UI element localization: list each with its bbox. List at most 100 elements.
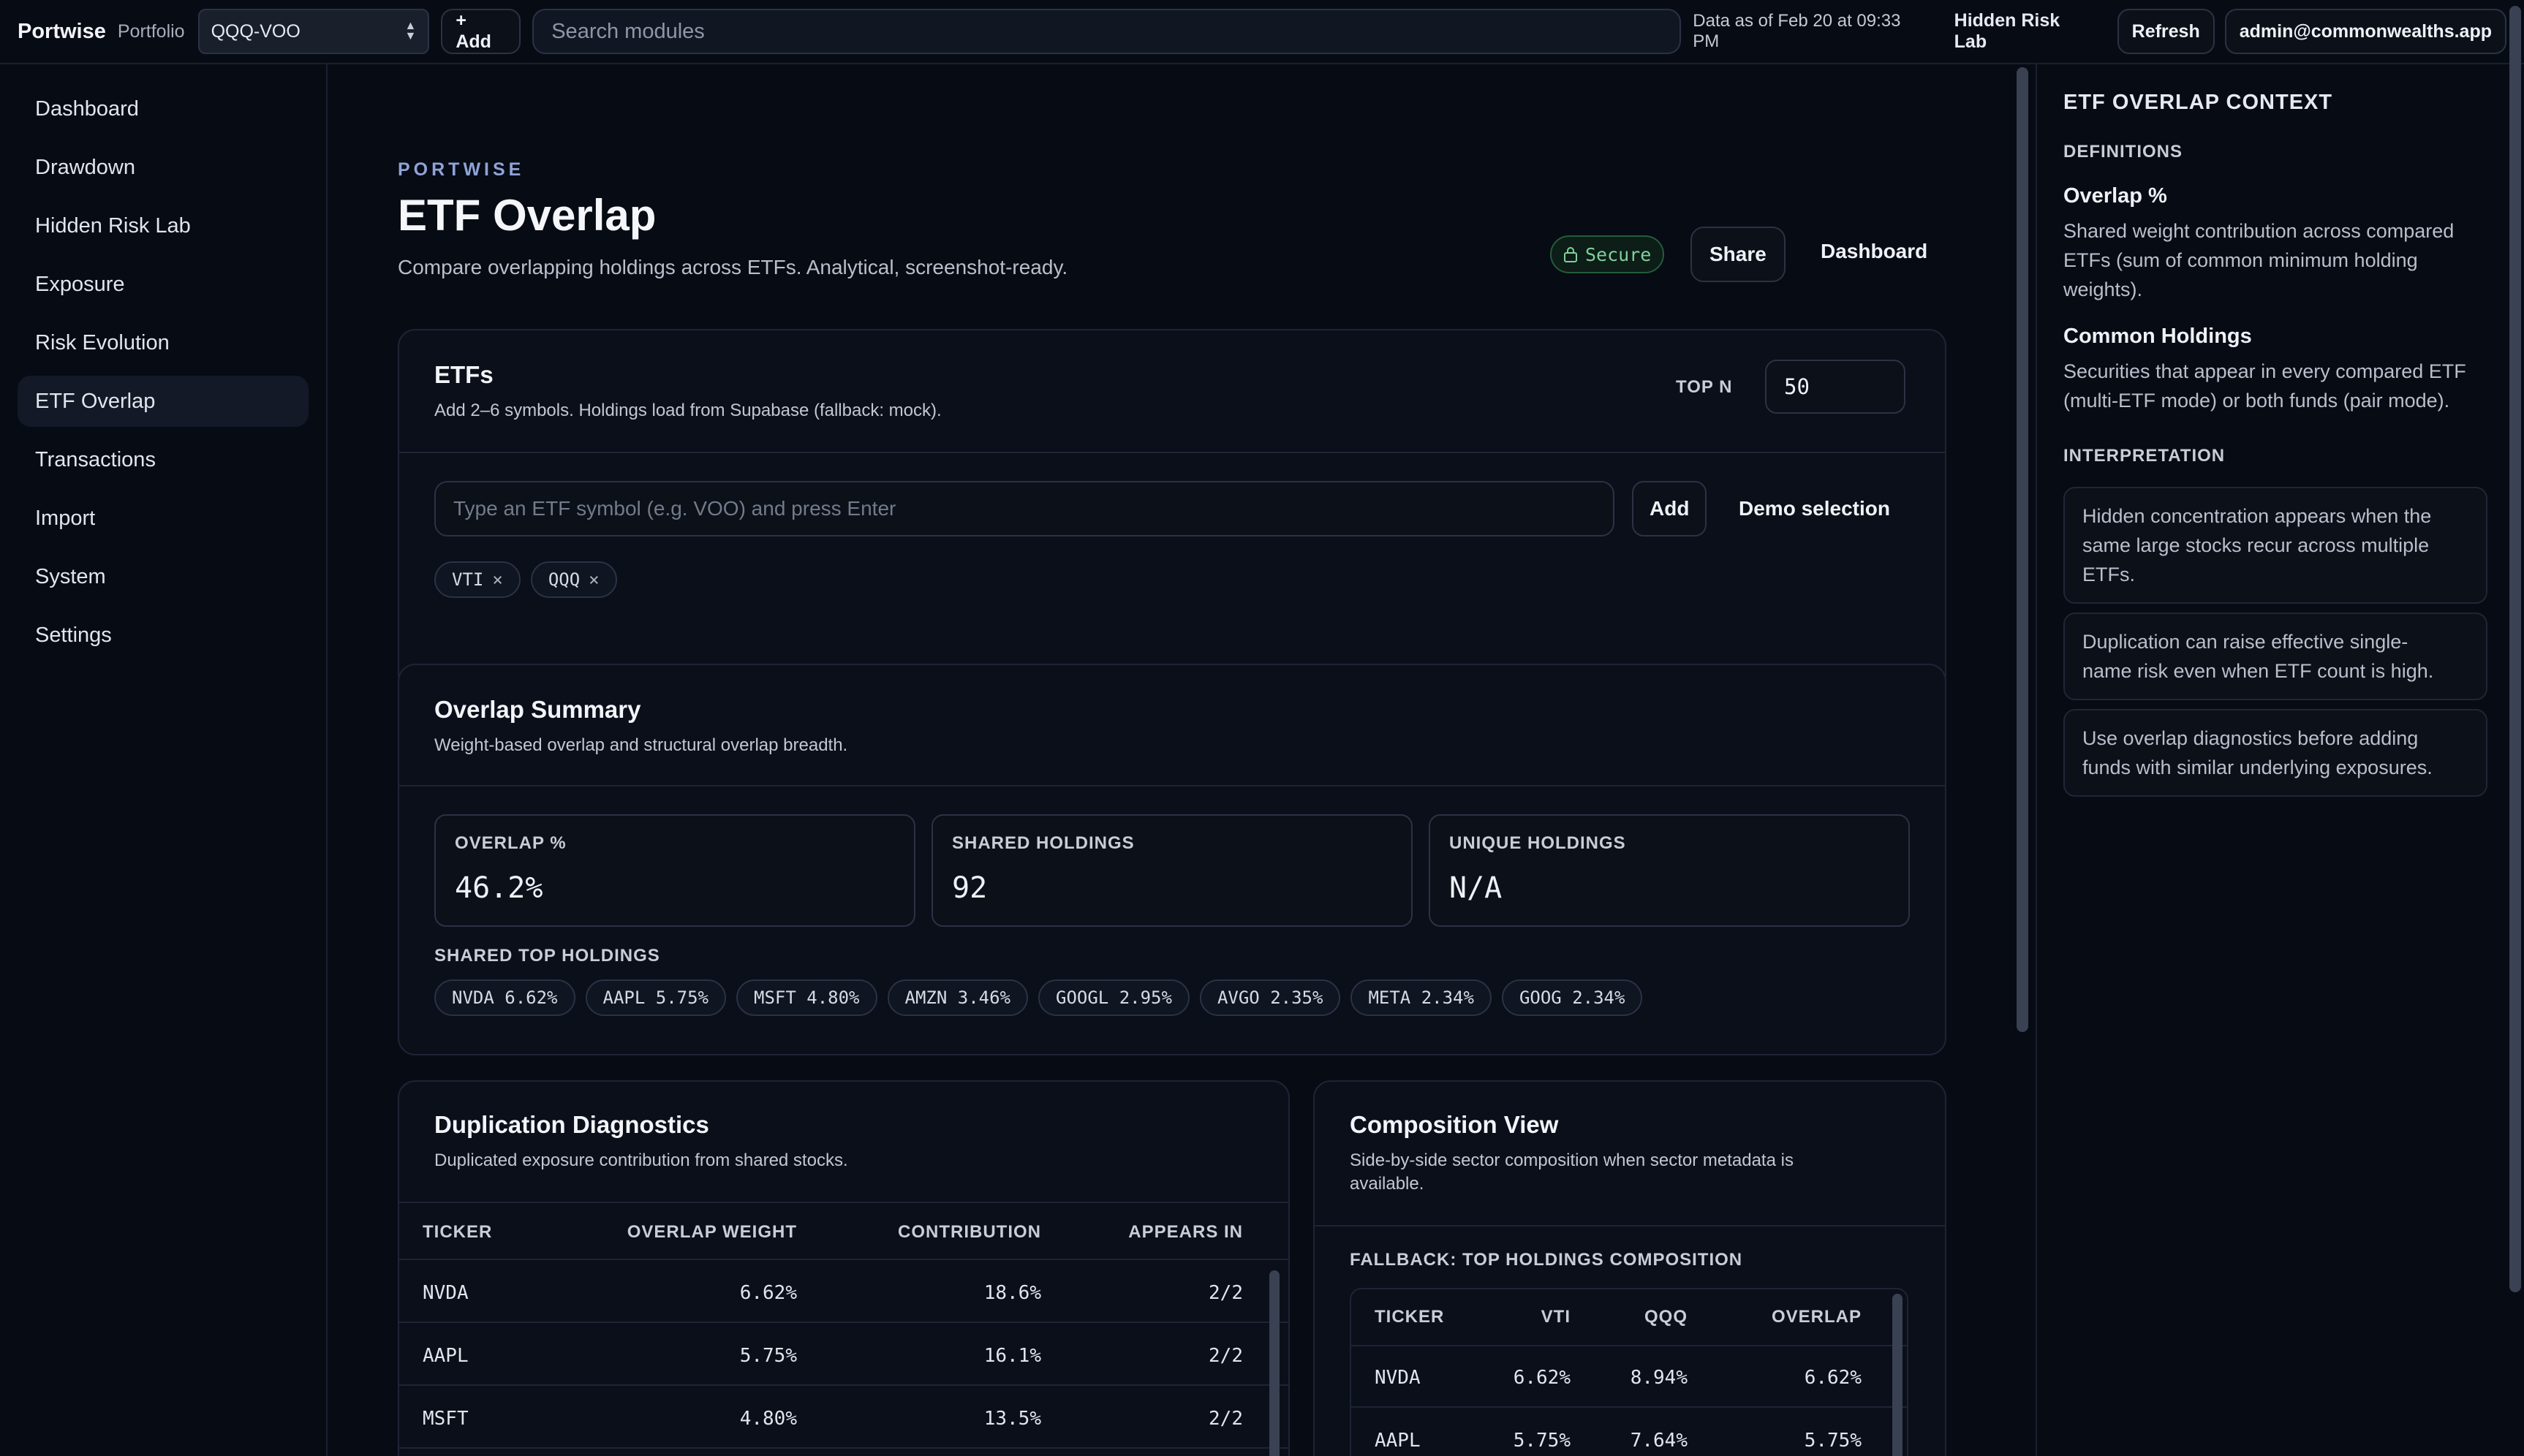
remove-chip-icon[interactable]: × xyxy=(492,569,503,590)
duplication-diagnostics-card: Duplication Diagnostics Duplicated expos… xyxy=(398,1080,1290,1456)
cell-weight: 6.62% xyxy=(739,1282,797,1304)
shared-top-holdings: NVDA 6.62% AAPL 5.75% MSFT 4.80% AMZN 3.… xyxy=(434,979,1652,1016)
metric-overlap-percent: OVERLAP % 46.2% xyxy=(434,814,915,927)
page-title: ETF Overlap xyxy=(398,191,657,240)
cell-qqq: 8.94% xyxy=(1630,1367,1688,1389)
cell-vti: 5.75% xyxy=(1513,1430,1571,1452)
note-line: funds with similar underlying exposures. xyxy=(2082,757,2433,778)
sidebar-item-etf-overlap[interactable]: ETF Overlap xyxy=(18,376,309,427)
metric-unique-holdings: UNIQUE HOLDINGS N/A xyxy=(1429,814,1910,927)
duplication-subtitle: Duplicated exposure contribution from sh… xyxy=(434,1150,848,1170)
overlap-term: Overlap % xyxy=(2063,184,2167,208)
page-description: Compare overlapping holdings across ETFs… xyxy=(398,256,1068,278)
add-portfolio-button[interactable]: + Add xyxy=(441,9,521,54)
sidebar-item-system[interactable]: System xyxy=(18,551,309,602)
cell-appears: 2/2 xyxy=(1209,1408,1243,1430)
sidebar-item-label: Dashboard xyxy=(35,96,139,121)
account-button[interactable]: admin@commonwealths.app xyxy=(2224,9,2506,54)
interpretation-note: Use overlap diagnostics before adding fu… xyxy=(2063,709,2487,797)
portfolio-select-value: QQQ-VOO xyxy=(211,20,301,42)
sidebar-item-risk-evolution[interactable]: Risk Evolution xyxy=(18,317,309,368)
composition-subtitle-line: available. xyxy=(1350,1174,1424,1194)
col-overlap-weight: OVERLAP WEIGHT xyxy=(627,1222,797,1242)
card-divider xyxy=(399,452,1945,453)
cell-appears: 2/2 xyxy=(1209,1282,1243,1304)
table-scrollbar[interactable] xyxy=(1269,1270,1280,1456)
main-scrollbar[interactable] xyxy=(2017,67,2028,1032)
overlap-summary-title: Overlap Summary xyxy=(434,696,641,723)
cell-qqq: 7.64% xyxy=(1630,1430,1688,1452)
remove-chip-icon[interactable]: × xyxy=(589,569,600,590)
cell-contribution: 13.5% xyxy=(983,1408,1041,1430)
context-panel: ETF OVERLAP CONTEXT DEFINITIONS Overlap … xyxy=(2036,64,2524,1456)
add-etf-button[interactable]: Add xyxy=(1632,481,1707,536)
row-divider xyxy=(399,1384,1288,1386)
card-divider xyxy=(399,1202,1288,1203)
composition-view-card: Composition View Side-by-side sector com… xyxy=(1313,1080,1946,1456)
top-n-input[interactable]: 50 xyxy=(1765,360,1905,414)
sidebar-item-import[interactable]: Import xyxy=(18,493,309,544)
cell-appears: 2/2 xyxy=(1209,1345,1243,1367)
cell-ticker: NVDA xyxy=(1375,1367,1421,1389)
window-scrollbar[interactable] xyxy=(2509,6,2521,1292)
sidebar-item-hidden-risk-lab[interactable]: Hidden Risk Lab xyxy=(18,200,309,251)
sidebar-item-settings[interactable]: Settings xyxy=(18,610,309,661)
interpretation-label: INTERPRETATION xyxy=(2063,446,2226,466)
share-button[interactable]: Share xyxy=(1690,227,1786,282)
hidden-risk-lab-link[interactable]: Hidden Risk Lab xyxy=(1954,10,2060,52)
refresh-button[interactable]: Refresh xyxy=(2117,9,2215,54)
demo-selection-button[interactable]: Demo selection xyxy=(1739,497,1890,520)
etf-chip-vti: VTI × xyxy=(434,561,521,598)
interpretation-note: Hidden concentration appears when the sa… xyxy=(2063,487,2487,604)
note-line: name risk even when ETF count is high. xyxy=(2082,660,2434,682)
composition-title: Composition View xyxy=(1350,1111,1559,1138)
sidebar-item-drawdown[interactable]: Drawdown xyxy=(18,142,309,193)
common-holdings-term: Common Holdings xyxy=(2063,325,2252,348)
sidebar-item-dashboard[interactable]: Dashboard xyxy=(18,83,309,134)
sidebar-item-label: Risk Evolution xyxy=(35,330,170,354)
overlap-summary-card: Overlap Summary Weight-based overlap and… xyxy=(398,664,1946,1055)
sidebar-item-label: Transactions xyxy=(35,447,156,471)
cell-weight: 4.80% xyxy=(739,1408,797,1430)
definitions-label: DEFINITIONS xyxy=(2063,142,2183,162)
col-overlap: OVERLAP xyxy=(1771,1307,1862,1327)
etfs-card-subtitle: Add 2–6 symbols. Holdings load from Supa… xyxy=(434,401,942,420)
sidebar-item-label: System xyxy=(35,564,106,588)
cell-overlap: 5.75% xyxy=(1804,1430,1862,1452)
top-bar: Portwise Portfolio QQQ-VOO ▲ ▼ + Add Sear… xyxy=(0,0,2524,64)
search-placeholder: Search modules xyxy=(551,19,705,43)
table-scrollbar[interactable] xyxy=(1892,1294,1903,1456)
holding-chip: AMZN 3.46% xyxy=(887,979,1028,1016)
holding-chip: MSFT 4.80% xyxy=(736,979,877,1016)
sidebar-item-exposure[interactable]: Exposure xyxy=(18,259,309,310)
row-divider xyxy=(1351,1345,1907,1346)
etf-chips: VTI × QQQ × xyxy=(434,561,627,598)
metric-value: N/A xyxy=(1449,871,1503,905)
secure-badge: Secure xyxy=(1550,235,1665,273)
sidebar-item-transactions[interactable]: Transactions xyxy=(18,434,309,485)
definition-line: Securities that appear in every compared… xyxy=(2063,360,2466,382)
etfs-card-title: ETFs xyxy=(434,361,494,388)
holding-chip: AVGO 2.35% xyxy=(1199,979,1341,1016)
metric-shared-holdings: SHARED HOLDINGS 92 xyxy=(932,814,1413,927)
search-modules-input[interactable]: Search modules xyxy=(532,9,1682,54)
brand-logo[interactable]: Portwise xyxy=(18,19,106,43)
duplication-title: Duplication Diagnostics xyxy=(434,1111,709,1138)
card-divider xyxy=(1315,1225,1945,1226)
overlap-definition: Shared weight contribution across compar… xyxy=(2063,216,2487,304)
etf-chip-symbol: QQQ xyxy=(548,569,581,590)
row-divider xyxy=(399,1322,1288,1323)
etf-symbol-input[interactable]: Type an ETF symbol (e.g. VOO) and press … xyxy=(434,481,1614,536)
portfolio-select[interactable]: QQQ-VOO ▲ ▼ xyxy=(197,9,430,54)
definition-line: weights). xyxy=(2063,278,2143,300)
col-vti: VTI xyxy=(1541,1307,1571,1327)
col-qqq: QQQ xyxy=(1644,1307,1688,1327)
holding-chip: AAPL 5.75% xyxy=(585,979,726,1016)
sidebar-item-label: Exposure xyxy=(35,272,125,296)
col-ticker: TICKER xyxy=(423,1222,493,1242)
dashboard-link[interactable]: Dashboard xyxy=(1821,240,1928,262)
note-line: Duplication can raise effective single- xyxy=(2082,631,2408,653)
sidebar-item-label: ETF Overlap xyxy=(35,389,156,413)
sidebar-item-label: Drawdown xyxy=(35,155,135,179)
holding-chip: GOOG 2.34% xyxy=(1501,979,1643,1016)
